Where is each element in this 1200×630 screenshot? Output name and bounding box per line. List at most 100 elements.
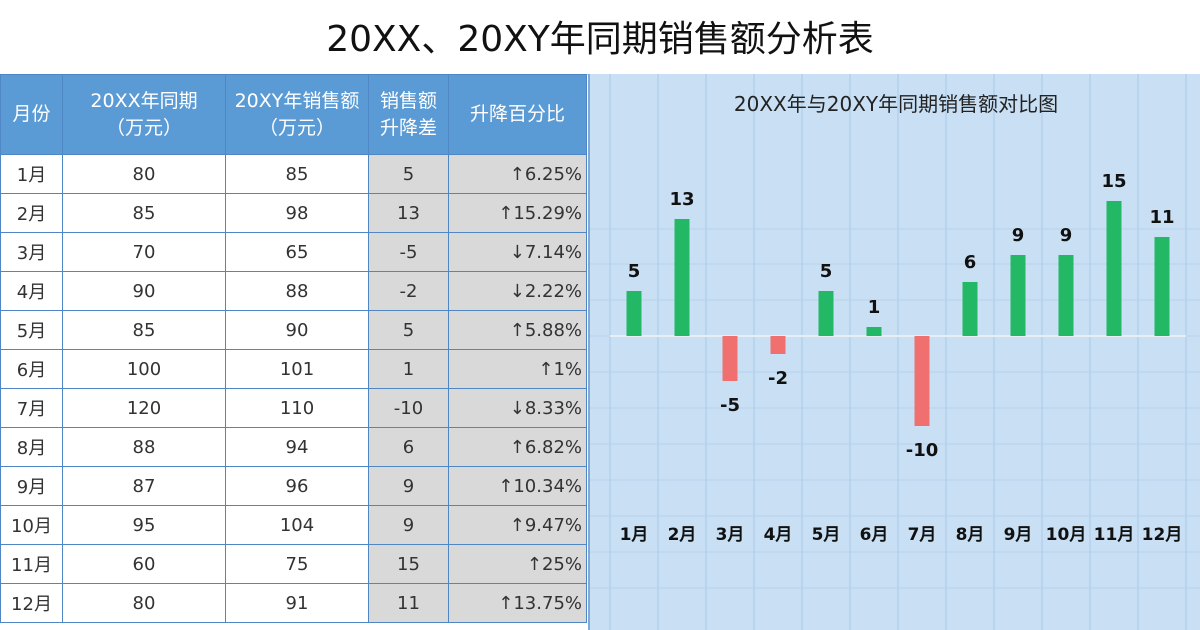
cell-prev: 90 — [62, 271, 226, 311]
cell-diff: 6 — [368, 427, 449, 467]
data-label: -5 — [720, 395, 740, 416]
category-label: 3月 — [716, 525, 745, 545]
table-row: 10月 95 104 9 ↑9.47% — [0, 505, 587, 545]
arrow-up-icon: ↑ — [509, 436, 525, 458]
cell-month: 4月 — [0, 271, 63, 311]
cell-prev: 95 — [62, 505, 226, 545]
cell-pct: ↑1% — [448, 349, 587, 389]
cell-diff: 11 — [368, 583, 449, 623]
category-label: 2月 — [668, 525, 697, 545]
cell-month: 3月 — [0, 232, 63, 272]
arrow-up-icon: ↑ — [509, 319, 525, 341]
arrow-up-icon: ↑ — [498, 475, 514, 497]
cell-month: 10月 — [0, 505, 63, 545]
category-label: 10月 — [1046, 525, 1087, 545]
comparison-chart: 5 1月 13 2月 -5 3月 -2 4月 5 5月 1 6月 -10 7月 6 8月 9 9月 9 10月 15 11… — [588, 74, 1200, 630]
cell-prev: 85 — [62, 310, 226, 350]
cell-prev: 87 — [62, 466, 226, 506]
cell-pct: ↑10.34% — [448, 466, 587, 506]
data-label: -2 — [768, 368, 788, 389]
cell-curr: 75 — [225, 544, 369, 584]
cell-month: 1月 — [0, 154, 63, 194]
pct-value: 25% — [541, 553, 582, 575]
arrow-down-icon: ↓ — [509, 241, 525, 263]
cell-curr: 90 — [225, 310, 369, 350]
sales-table: 月份 20XX年同期 （万元） 20XY年销售额 （万元） 销售额 升降差 升降百分比… — [0, 74, 587, 623]
data-label: 1 — [868, 297, 881, 318]
cell-prev: 88 — [62, 427, 226, 467]
cell-month: 11月 — [0, 544, 63, 584]
table-row: 4月 90 88 -2 ↓2.22% — [0, 271, 587, 311]
pct-value: 6.82% — [524, 436, 582, 458]
cell-prev: 100 — [62, 349, 226, 389]
cell-curr: 94 — [225, 427, 369, 467]
data-label: 9 — [1012, 225, 1025, 246]
cell-prev: 80 — [62, 583, 226, 623]
data-label: -10 — [906, 440, 939, 461]
table-row: 8月 88 94 6 ↑6.82% — [0, 427, 587, 467]
cell-curr: 65 — [225, 232, 369, 272]
cell-month: 7月 — [0, 388, 63, 428]
table-row: 9月 87 96 9 ↑10.34% — [0, 466, 587, 506]
pct-value: 13.75% — [513, 592, 582, 614]
arrow-up-icon: ↑ — [498, 202, 514, 224]
page-title: 20XX、20XY年同期销售额分析表 — [0, 0, 1200, 75]
table-row: 7月 120 110 -10 ↓8.33% — [0, 388, 587, 428]
data-label: 9 — [1060, 225, 1073, 246]
pct-value: 10.34% — [513, 475, 582, 497]
cell-curr: 110 — [225, 388, 369, 428]
arrow-up-icon: ↑ — [498, 592, 514, 614]
category-label: 12月 — [1142, 525, 1183, 545]
data-label: 13 — [669, 189, 694, 210]
arrow-down-icon: ↓ — [509, 397, 525, 419]
pct-value: 6.25% — [524, 163, 582, 185]
table-row: 6月 100 101 1 ↑1% — [0, 349, 587, 389]
cell-month: 8月 — [0, 427, 63, 467]
pct-value: 9.47% — [524, 514, 582, 536]
cell-curr: 88 — [225, 271, 369, 311]
header-month: 月份 — [0, 74, 63, 155]
pct-value: 5.88% — [524, 319, 582, 341]
cell-diff: 15 — [368, 544, 449, 584]
header-curr-year: 20XY年销售额 （万元） — [225, 74, 369, 155]
cell-pct: ↓2.22% — [448, 271, 587, 311]
cell-prev: 80 — [62, 154, 226, 194]
bar-10 — [1058, 255, 1074, 336]
bar-12 — [1154, 237, 1170, 336]
category-label: 4月 — [764, 525, 793, 545]
cell-prev: 120 — [62, 388, 226, 428]
arrow-up-icon: ↑ — [509, 163, 525, 185]
table-row: 11月 60 75 15 ↑25% — [0, 544, 587, 584]
cell-pct: ↓8.33% — [448, 388, 587, 428]
cell-curr: 98 — [225, 193, 369, 233]
cell-pct: ↑25% — [448, 544, 587, 584]
category-label: 11月 — [1094, 525, 1135, 545]
data-label: 5 — [820, 261, 833, 282]
cell-pct: ↑6.82% — [448, 427, 587, 467]
bar-7 — [914, 336, 930, 426]
arrow-down-icon: ↓ — [509, 280, 525, 302]
bar-4 — [770, 336, 786, 354]
category-label: 6月 — [860, 525, 889, 545]
table-row: 12月 80 91 11 ↑13.75% — [0, 583, 587, 623]
table-header-row: 月份 20XX年同期 （万元） 20XY年销售额 （万元） 销售额 升降差 升降百分比 — [0, 74, 587, 155]
cell-curr: 96 — [225, 466, 369, 506]
cell-pct: ↑13.75% — [448, 583, 587, 623]
table-row: 3月 70 65 -5 ↓7.14% — [0, 232, 587, 272]
cell-prev: 60 — [62, 544, 226, 584]
cell-month: 6月 — [0, 349, 63, 389]
chart-svg: 5 1月 13 2月 -5 3月 -2 4月 5 5月 1 6月 -10 7月 6 8月 9 9月 9 10月 15 11… — [590, 74, 1200, 630]
pct-value: 7.14% — [524, 241, 582, 263]
cell-diff: -2 — [368, 271, 449, 311]
pct-value: 2.22% — [524, 280, 582, 302]
cell-pct: ↑9.47% — [448, 505, 587, 545]
pct-value: 15.29% — [513, 202, 582, 224]
bar-2 — [674, 219, 690, 336]
category-label: 9月 — [1004, 525, 1033, 545]
pct-value: 8.33% — [524, 397, 582, 419]
header-prev-year: 20XX年同期 （万元） — [62, 74, 226, 155]
cell-diff: 5 — [368, 154, 449, 194]
bar-6 — [866, 327, 882, 336]
cell-curr: 101 — [225, 349, 369, 389]
pct-value: 1% — [553, 358, 582, 380]
